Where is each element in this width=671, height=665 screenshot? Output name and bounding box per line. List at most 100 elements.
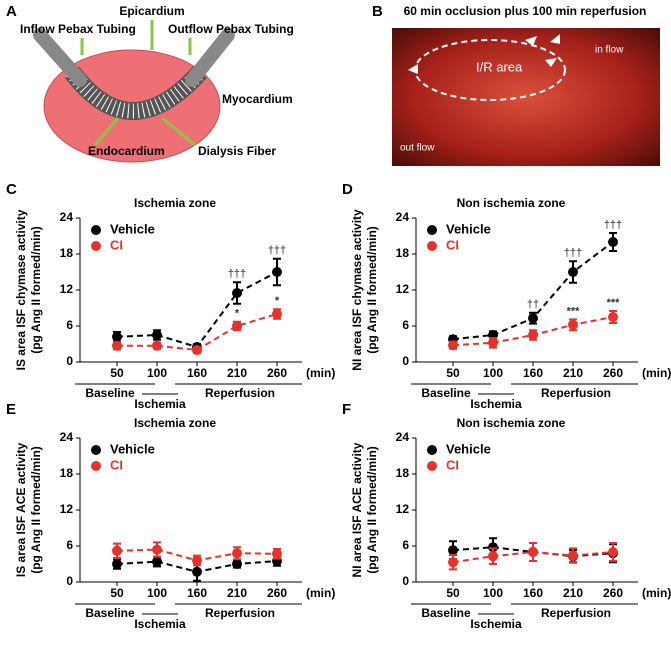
x-tick-label: 160 <box>523 586 543 600</box>
phase-label: Ischemia <box>470 397 522 411</box>
x-tick-label: 100 <box>147 586 167 600</box>
significance-mark: ††† <box>268 245 286 257</box>
y-axis-label: IS area ISF ACE activity <box>14 443 28 578</box>
label: Myocardium <box>222 92 293 106</box>
panel-letter: C <box>6 181 17 198</box>
chart-title: Non ischemia zone <box>457 416 566 430</box>
data-point <box>112 559 122 569</box>
x-tick-label: 260 <box>603 586 623 600</box>
y-tick-label: 6 <box>66 318 73 332</box>
legend-marker <box>91 461 101 471</box>
legend-label: CI <box>110 237 123 252</box>
x-tick-label: 50 <box>446 586 460 600</box>
x-tick-label: 210 <box>563 366 583 380</box>
data-point <box>448 545 458 556</box>
x-tick-label: 160 <box>187 586 207 600</box>
significance-mark: * <box>275 295 280 307</box>
phase-label: Reperfusion <box>541 606 611 620</box>
data-point <box>112 545 122 556</box>
data-point <box>568 267 578 277</box>
legend-label: Vehicle <box>110 441 155 456</box>
legend-marker <box>427 225 437 235</box>
data-point <box>528 330 538 340</box>
x-tick-label: 100 <box>483 366 503 380</box>
label: Dialysis Fiber <box>198 144 276 158</box>
phase-label: Reperfusion <box>205 606 275 620</box>
panel-a: A Epicardium Inflow Pebax Tubing Outflow… <box>6 3 294 163</box>
legend-marker <box>427 461 437 471</box>
data-point <box>272 548 282 559</box>
inflow-tube <box>33 28 87 87</box>
y-tick-label: 6 <box>402 538 409 552</box>
data-point <box>192 566 202 577</box>
photo-label: out flow <box>400 143 435 154</box>
x-tick-label: 160 <box>523 366 543 380</box>
y-tick-label: 0 <box>66 574 73 588</box>
y-axis-label: (pg Ang II formed/min) <box>365 446 379 574</box>
data-point <box>192 345 202 355</box>
chart-title: Non ischemia zone <box>457 196 566 210</box>
y-axis-label: (pg Ang II formed/min) <box>365 226 379 354</box>
x-tick-label: 160 <box>187 366 207 380</box>
phase-label: Baseline <box>85 386 135 400</box>
x-tick-label: 260 <box>603 366 623 380</box>
data-point <box>112 331 122 342</box>
y-tick-label: 18 <box>60 246 74 260</box>
phase-label: Baseline <box>85 606 135 620</box>
chart-title: Ischemia zone <box>134 196 216 210</box>
dialysis-fiber <box>65 66 206 119</box>
legend-marker <box>91 225 101 235</box>
data-point <box>232 288 242 298</box>
data-point <box>528 313 538 324</box>
photo-title: 60 min occlusion plus 100 min reperfusio… <box>404 4 647 18</box>
data-point <box>232 548 242 559</box>
data-point <box>528 547 538 557</box>
significance-mark: *** <box>607 297 621 309</box>
chart-panel: C Ischemia zone IS area ISF chymase activi… <box>6 181 335 411</box>
panel-letter: E <box>6 401 16 418</box>
y-tick-label: 24 <box>60 210 74 224</box>
data-point <box>488 542 498 553</box>
x-tick-label: 50 <box>446 366 460 380</box>
legend-label: CI <box>110 457 123 472</box>
label: Endocardium <box>88 144 165 158</box>
y-tick-label: 24 <box>60 430 74 444</box>
data-point <box>152 556 162 567</box>
y-tick-label: 12 <box>60 282 74 296</box>
x-tick-label: 50 <box>110 586 124 600</box>
data-point <box>608 312 618 322</box>
data-point <box>608 547 618 557</box>
y-tick-label: 24 <box>396 430 410 444</box>
phase-label: Ischemia <box>134 397 186 411</box>
legend-marker <box>427 445 437 455</box>
significance-mark: * <box>235 308 240 320</box>
legend-label: CI <box>446 237 459 252</box>
x-tick-label: 100 <box>483 586 503 600</box>
chart-panel: D Non ischemia zone NI area ISF chymase ac… <box>342 181 671 411</box>
phase-label: Ischemia <box>470 617 522 631</box>
data-point <box>448 340 458 351</box>
y-tick-label: 6 <box>66 538 73 552</box>
label: Inflow Pebax Tubing <box>20 22 136 36</box>
series-line <box>116 271 278 349</box>
photo-label: in flow <box>595 45 624 56</box>
chart-panel: E Ischemia zone IS area ISF ACE activity (p… <box>6 401 335 631</box>
phase-label: Baseline <box>421 386 471 400</box>
x-tick-label: 100 <box>147 366 167 380</box>
y-axis-label: IS area ISF chymase activity <box>14 209 28 370</box>
chart-panel: F Non ischemia zone NI area ISF ACE activi… <box>342 401 671 631</box>
chart-title: Ischemia zone <box>134 416 216 430</box>
significance-mark: ††† <box>564 247 582 259</box>
panel-letter: B <box>372 3 383 20</box>
data-point <box>448 557 458 568</box>
x-tick-label: 50 <box>110 366 124 380</box>
data-point <box>272 267 282 277</box>
data-point <box>272 309 282 319</box>
data-point <box>112 340 122 351</box>
data-point <box>568 550 578 561</box>
phase-label: Reperfusion <box>541 386 611 400</box>
y-tick-label: 18 <box>396 466 410 480</box>
data-point <box>152 330 162 340</box>
y-tick-label: 18 <box>60 466 74 480</box>
